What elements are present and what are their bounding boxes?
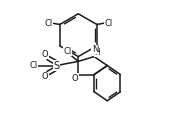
Text: O: O (72, 74, 79, 83)
Text: N: N (92, 45, 98, 54)
Text: Cl: Cl (104, 19, 112, 28)
Text: Cl: Cl (44, 19, 53, 28)
Text: O: O (42, 50, 49, 59)
Text: Cl: Cl (30, 61, 38, 70)
Text: O: O (42, 72, 49, 81)
Text: H: H (94, 48, 100, 57)
Text: S: S (53, 61, 59, 71)
Text: Cl: Cl (63, 47, 71, 56)
